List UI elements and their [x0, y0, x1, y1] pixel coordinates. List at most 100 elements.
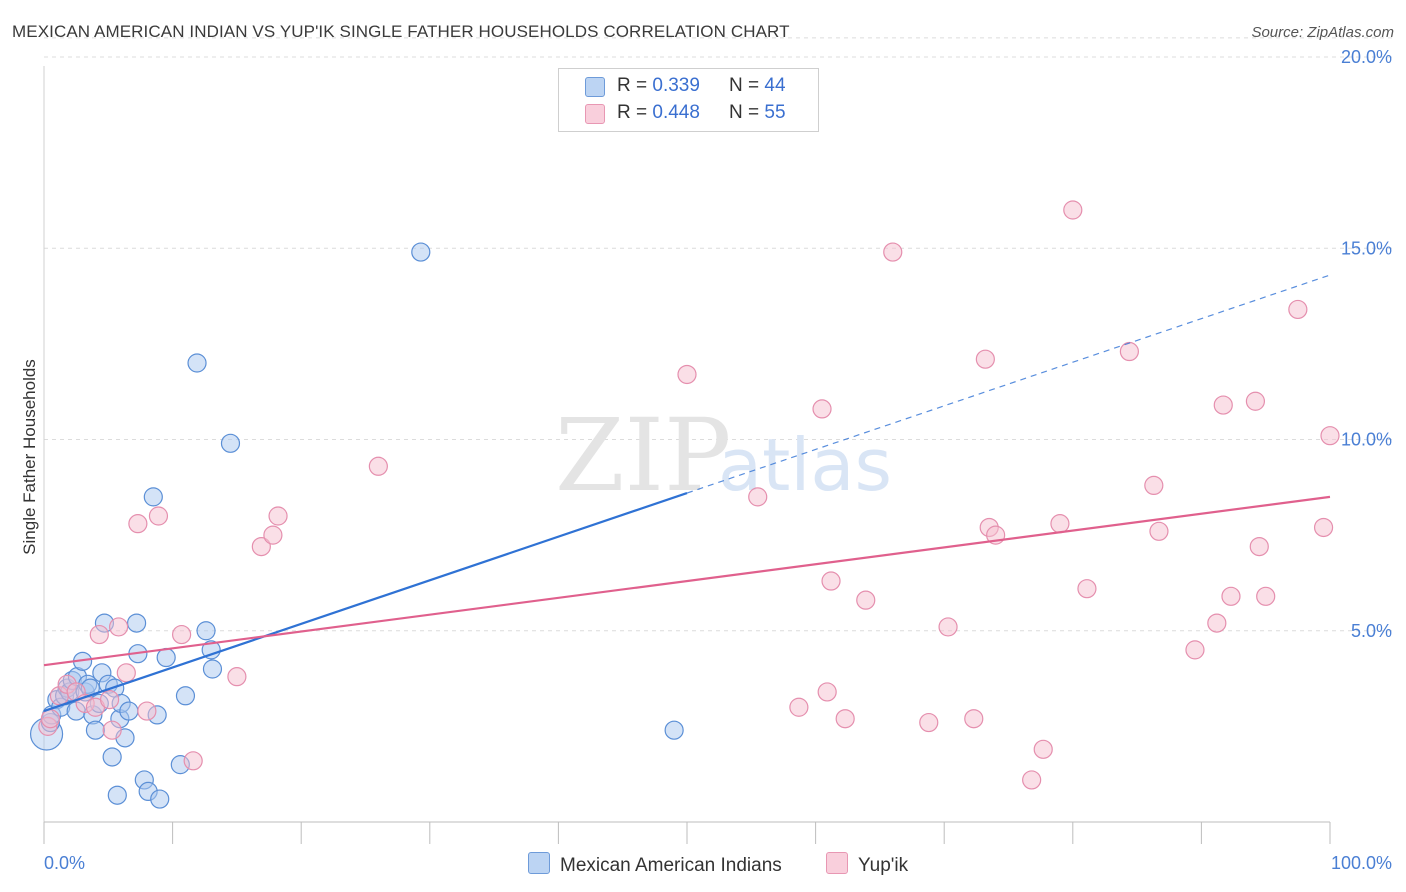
- data-point-yupik: [1256, 586, 1276, 606]
- legend-swatch-blue: [585, 77, 605, 97]
- data-point-yupik: [99, 689, 120, 710]
- chart-title: MEXICAN AMERICAN INDIAN VS YUP'IK SINGLE…: [12, 22, 790, 41]
- data-point-yupik: [40, 709, 61, 729]
- data-point-yupik: [817, 682, 837, 702]
- data-point-yupik: [821, 571, 841, 591]
- data-point-mexican-american-indians: [156, 647, 176, 668]
- legend-n-label: N =: [729, 75, 760, 96]
- data-point-yupik: [1022, 770, 1042, 790]
- data-point-yupik: [1207, 613, 1227, 633]
- legend-r-label: R =: [617, 102, 648, 123]
- data-point-yupik: [1119, 341, 1139, 362]
- data-point-yupik: [263, 525, 283, 545]
- bottom-legend-label: Yup'ik: [858, 855, 909, 876]
- tick-labels: 5.0% 10.0% 15.0% 20.0% 0.0% 100.0%: [44, 47, 1392, 873]
- data-point-yupik: [128, 514, 148, 534]
- bottom-legend-swatch-pink: [826, 852, 848, 874]
- watermark: ZIP atlas: [555, 397, 892, 514]
- correlation-legend: R = 0.339 N = 44 R = 0.448 N = 55: [558, 68, 819, 132]
- data-point-yupik: [368, 456, 388, 476]
- x-tick-label: 100.0%: [1331, 853, 1392, 873]
- data-point-mexican-american-indians: [102, 747, 122, 767]
- series-mexican-american-indians: [29, 242, 684, 809]
- source-label: Source: ZipAtlas.com: [1251, 24, 1394, 41]
- data-point-yupik: [1077, 579, 1097, 599]
- y-tick-label: 10.0%: [1341, 430, 1392, 450]
- data-point-mexican-american-indians: [202, 659, 223, 679]
- axes: [43, 66, 1331, 844]
- data-point-yupik: [1249, 536, 1269, 557]
- legend-n-value: 55: [764, 102, 786, 123]
- data-point-yupik: [102, 720, 122, 740]
- data-point-mexican-american-indians: [196, 621, 216, 641]
- data-point-mexican-american-indians: [107, 785, 127, 805]
- data-point-yupik: [748, 487, 768, 507]
- data-point-yupik: [172, 624, 192, 645]
- data-point-yupik: [964, 709, 984, 729]
- data-point-yupik: [856, 590, 876, 610]
- data-point-mexican-american-indians: [85, 720, 106, 740]
- data-point-yupik: [116, 663, 136, 683]
- data-point-yupik: [1245, 391, 1266, 411]
- data-point-yupik: [1144, 475, 1164, 495]
- data-point-yupik: [835, 709, 855, 729]
- data-point-yupik: [227, 667, 247, 687]
- data-point-mexican-american-indians: [175, 686, 196, 706]
- data-point-yupik: [919, 712, 939, 733]
- data-point-yupik: [1288, 299, 1308, 320]
- legend-r-label: R =: [617, 75, 648, 96]
- bottom-legend-yupik: Yup'ik: [826, 852, 908, 877]
- data-point-yupik: [108, 617, 129, 637]
- data-point-yupik: [1221, 586, 1241, 606]
- data-point-mexican-american-indians: [411, 242, 431, 262]
- y-tick-label: 20.0%: [1341, 47, 1392, 67]
- data-point-yupik: [789, 697, 809, 717]
- data-point-mexican-american-indians: [119, 701, 139, 721]
- watermark-zip: ZIP: [555, 397, 731, 514]
- trend-lines: [43, 274, 1331, 713]
- bottom-legend-label: Mexican American Indians: [560, 855, 782, 876]
- data-point-yupik: [1320, 426, 1340, 446]
- data-point-yupik: [1050, 514, 1070, 534]
- legend-r-value: 0.448: [652, 102, 700, 123]
- data-point-yupik: [183, 751, 203, 771]
- bottom-legend-mexican-american-indians: Mexican American Indians: [528, 852, 782, 877]
- data-point-mexican-american-indians: [150, 789, 170, 809]
- series-yupik: [38, 200, 1340, 790]
- data-point-mexican-american-indians: [143, 487, 163, 507]
- data-point-mexican-american-indians: [664, 720, 684, 740]
- watermark-atlas: atlas: [718, 423, 892, 507]
- y-axis-label: Single Father Households: [20, 359, 39, 555]
- data-point-mexican-american-indians: [201, 640, 221, 660]
- data-point-mexican-american-indians: [220, 433, 241, 453]
- data-point-yupik: [677, 364, 697, 385]
- data-point-yupik: [975, 349, 995, 369]
- x-tick-label: 0.0%: [44, 853, 85, 873]
- bottom-legend-swatch-blue: [528, 852, 550, 874]
- grid-lines: [44, 37, 1395, 632]
- data-point-yupik: [1185, 640, 1205, 660]
- data-point-yupik: [137, 701, 157, 721]
- data-point-mexican-american-indians: [126, 613, 147, 633]
- legend-n-value: 44: [764, 75, 786, 96]
- legend-n-label: N =: [729, 102, 760, 123]
- data-point-yupik: [938, 617, 958, 637]
- trend-line-mexican-american-indians-projection: [686, 274, 1331, 494]
- data-point-mexican-american-indians: [187, 353, 207, 373]
- data-point-yupik: [1149, 521, 1169, 541]
- trend-line-yupik: [43, 495, 1331, 667]
- data-point-yupik: [268, 506, 288, 526]
- data-point-yupik: [883, 242, 903, 262]
- data-point-yupik: [1033, 739, 1053, 759]
- legend-swatch-pink: [585, 104, 605, 124]
- data-point-yupik: [1213, 395, 1233, 415]
- trend-line-mexican-american-indians: [43, 492, 688, 713]
- data-point-yupik: [89, 624, 109, 645]
- y-tick-label: 15.0%: [1341, 238, 1392, 258]
- data-point-yupik: [251, 536, 271, 557]
- data-point-yupik: [812, 399, 832, 419]
- y-tick-label: 5.0%: [1351, 621, 1392, 641]
- data-point-yupik: [148, 506, 169, 526]
- data-point-yupik: [1313, 517, 1334, 538]
